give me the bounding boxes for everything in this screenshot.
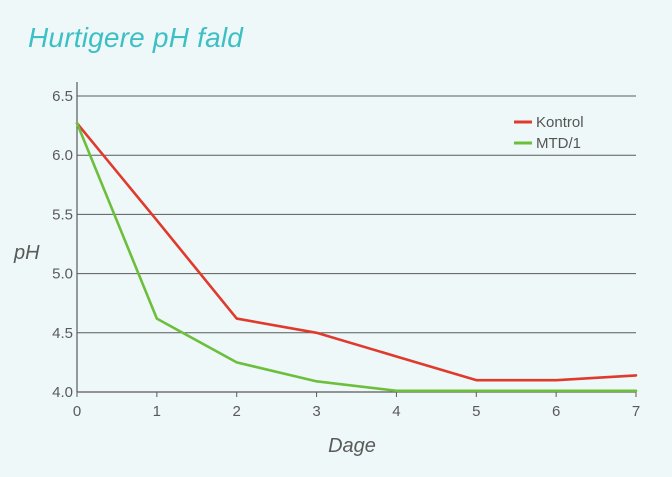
y-tick-label: 5.0 <box>52 266 73 283</box>
x-tick-label: 3 <box>312 403 320 420</box>
y-tick-label: 6.0 <box>52 147 73 164</box>
y-tick-labels: 4.0 4.5 5.0 5.5 6.0 6.5 <box>52 88 73 401</box>
x-tick-label: 1 <box>153 403 161 420</box>
chart-title: Hurtigere pH fald <box>28 22 244 53</box>
x-axis-label: Dage <box>328 435 376 457</box>
series-lines <box>75 121 638 393</box>
y-tick-label: 4.5 <box>52 325 73 342</box>
x-tick-label: 0 <box>73 403 81 420</box>
y-tick-label: 4.0 <box>52 384 73 401</box>
x-tick-label: 4 <box>392 403 400 420</box>
y-tick-label: 6.5 <box>52 88 73 105</box>
series-line-kontrol <box>75 121 638 382</box>
x-tick-labels: 0 1 2 3 4 5 6 7 <box>73 403 640 420</box>
y-axis-label: pH <box>13 242 40 264</box>
series-line-mtd-1 <box>75 121 638 393</box>
y-tick-label: 5.5 <box>52 206 73 223</box>
legend-label: Kontrol <box>536 114 584 131</box>
x-tick-label: 7 <box>632 403 640 420</box>
x-tick-label: 6 <box>552 403 560 420</box>
legend: Kontrol MTD/1 <box>514 114 584 152</box>
x-tick-label: 2 <box>233 403 241 420</box>
legend-label: MTD/1 <box>536 135 581 152</box>
x-tick-label: 5 <box>472 403 480 420</box>
